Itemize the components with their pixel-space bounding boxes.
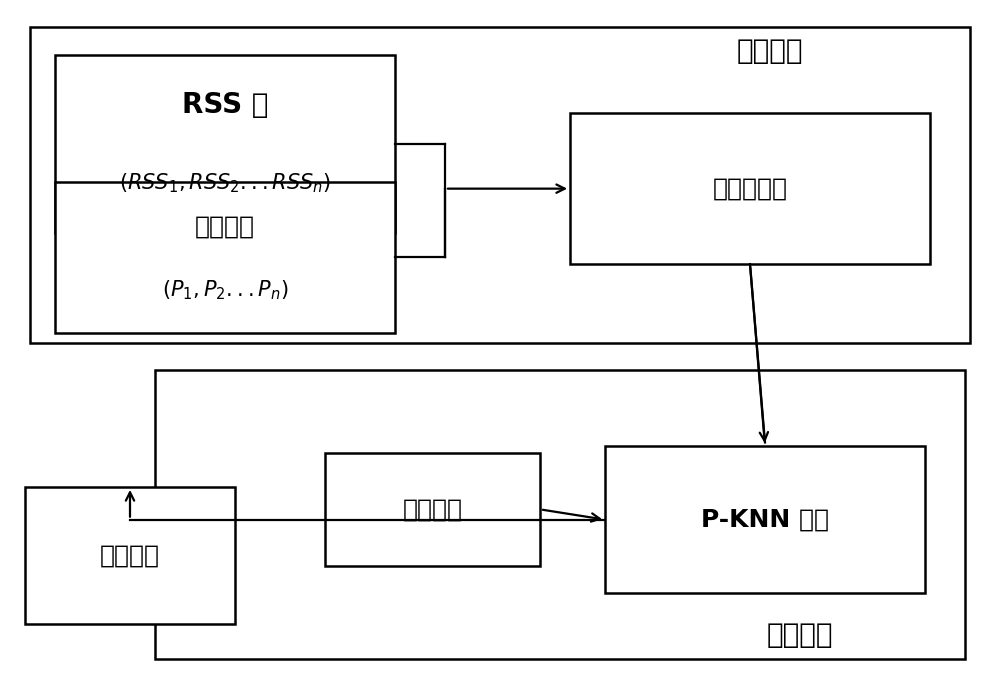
Text: 指纹数据库: 指纹数据库 [712, 177, 788, 200]
Text: $( P_1 , P_2 ... P_n )$: $( P_1 , P_2 ... P_n )$ [162, 279, 288, 303]
Text: 实测数据: 实测数据 [402, 497, 462, 521]
Text: 定位结果: 定位结果 [100, 544, 160, 567]
Bar [30, 27, 970, 343]
Text: RSS 值: RSS 值 [182, 91, 268, 119]
Bar [605, 446, 925, 593]
Text: P-KNN 算法: P-KNN 算法 [701, 508, 829, 532]
Bar [155, 370, 965, 659]
Text: 离线阶段: 离线阶段 [737, 38, 803, 65]
Text: 先验概率: 先验概率 [195, 215, 255, 239]
Bar [25, 487, 235, 624]
Bar [55, 182, 395, 333]
Text: $(RSS_1,RSS_2...RSS_n)$: $(RSS_1,RSS_2...RSS_n)$ [119, 172, 331, 195]
Bar [325, 453, 540, 566]
Bar [570, 113, 930, 264]
Text: 在线阶段: 在线阶段 [767, 621, 833, 648]
Bar [55, 55, 395, 233]
